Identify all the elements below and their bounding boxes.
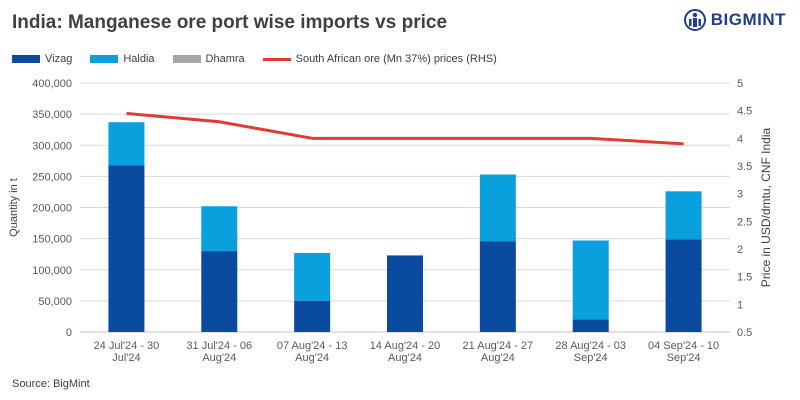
x-tick-label: 04 Sep'24 - 10 xyxy=(648,340,719,352)
bar-haldia xyxy=(479,174,516,242)
x-tick-label: 31 Jul'24 - 06 xyxy=(186,340,252,352)
y-tick-label: 400,000 xyxy=(32,78,72,90)
x-tick-label: Jul'24 xyxy=(112,352,140,364)
x-tick-label: 24 Jul'24 - 30 xyxy=(94,340,160,352)
bigmint-logo-icon xyxy=(683,9,706,31)
bar-vizag xyxy=(201,251,238,332)
chart-legend: Vizag Haldia Dhamra South African ore (M… xyxy=(12,53,515,65)
y-tick-label: 250,000 xyxy=(32,171,72,183)
legend-label-haldia: Haldia xyxy=(123,53,155,65)
legend-item-haldia: Haldia xyxy=(90,53,155,65)
y2-tick-label: 0.5 xyxy=(737,327,752,339)
bar-haldia xyxy=(294,252,331,301)
y2-tick-label: 2 xyxy=(737,244,743,256)
x-tick-label: Aug'24 xyxy=(481,352,515,364)
line-price xyxy=(126,111,684,146)
bar-vizag xyxy=(665,239,702,332)
bar-vizag xyxy=(387,255,423,332)
y2-tick-label: 1 xyxy=(737,299,743,311)
legend-swatch-price xyxy=(262,57,291,61)
y-tick-label: 0 xyxy=(66,327,72,339)
y-tick-label: 100,000 xyxy=(32,265,72,277)
bar-vizag xyxy=(572,319,609,332)
bar-haldia xyxy=(108,122,145,166)
bar-vizag xyxy=(108,165,145,332)
legend-item-dhamra: Dhamra xyxy=(172,53,245,65)
legend-label-vizag: Vizag xyxy=(45,53,73,65)
x-tick-label: Aug'24 xyxy=(295,352,329,364)
y2-tick-label: 2.5 xyxy=(737,216,752,228)
bar-vizag xyxy=(294,300,331,332)
legend-item-vizag: Vizag xyxy=(12,53,72,65)
chart-title: India: Manganese ore port wise imports v… xyxy=(12,12,448,33)
y2-tick-label: 3.5 xyxy=(737,161,752,173)
y-tick-label: 150,000 xyxy=(32,234,72,246)
y-tick-label: 300,000 xyxy=(32,140,72,152)
x-tick-label: 07 Aug'24 - 13 xyxy=(277,340,348,352)
bigmint-logo: BIGMINT xyxy=(683,8,786,32)
legend-swatch-vizag xyxy=(12,55,40,63)
x-tick-label: Aug'24 xyxy=(202,352,236,364)
legend-swatch-haldia xyxy=(90,55,119,63)
bar-vizag xyxy=(479,241,516,332)
y2-tick-label: 4 xyxy=(737,133,743,145)
x-tick-label: Aug'24 xyxy=(388,352,422,364)
bigmint-logo-text: BIGMINT xyxy=(710,10,786,29)
x-tick-label: 14 Aug'24 - 20 xyxy=(370,340,441,352)
bar-haldia xyxy=(665,191,702,240)
y-tick-label: 350,000 xyxy=(32,109,72,121)
legend-label-price: South African ore (Mn 37%) prices (RHS) xyxy=(295,53,497,65)
bar-haldia xyxy=(201,206,238,252)
x-tick-label: 21 Aug'24 - 27 xyxy=(463,340,534,352)
y2-tick-label: 3 xyxy=(737,189,743,201)
y2-tick-label: 1.5 xyxy=(737,272,752,284)
legend-label-dhamra: Dhamra xyxy=(205,53,245,65)
source-note: Source: BigMint xyxy=(12,378,90,390)
y-axis-title: Quantity in t xyxy=(8,178,20,237)
y2-tick-label: 4.5 xyxy=(737,106,752,118)
y2-tick-label: 5 xyxy=(737,78,743,90)
x-tick-label: Sep'24 xyxy=(574,352,608,364)
y2-axis-title: Price in USD/dmtu, CNF India xyxy=(759,127,773,287)
legend-item-price: South African ore (Mn 37%) prices (RHS) xyxy=(262,53,497,65)
x-tick-label: Sep'24 xyxy=(667,352,701,364)
bar-haldia xyxy=(572,240,609,320)
y-tick-label: 50,000 xyxy=(38,296,72,308)
y-tick-label: 200,000 xyxy=(32,203,72,215)
legend-swatch-dhamra xyxy=(172,55,201,63)
x-tick-label: 28 Aug'24 - 03 xyxy=(555,340,626,352)
